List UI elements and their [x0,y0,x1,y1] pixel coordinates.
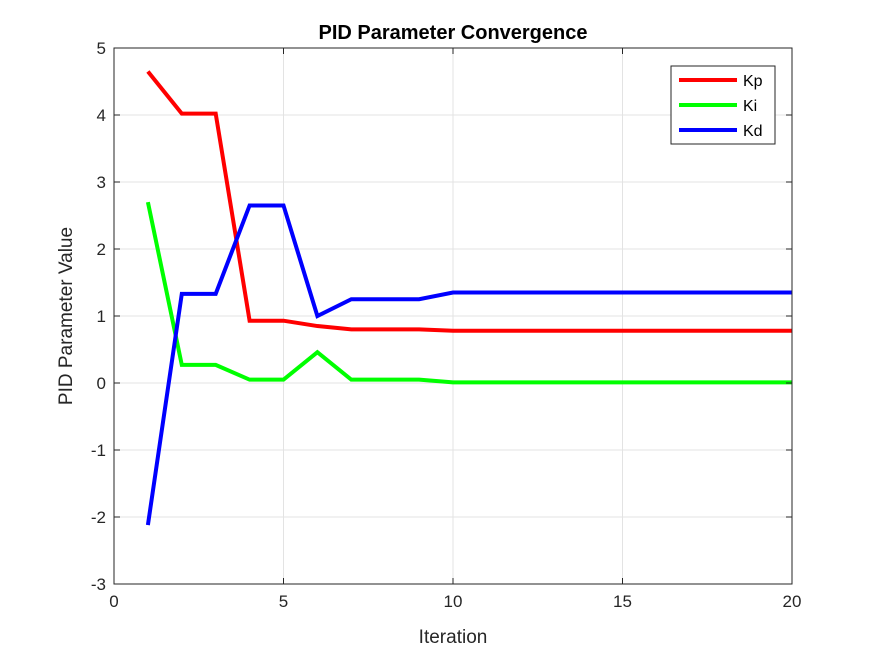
chart-title: PID Parameter Convergence [318,22,587,44]
y-tick-label: -1 [91,441,106,460]
series-line-kd [145,203,792,526]
x-tick-label: 0 [109,592,118,611]
x-tick-label: 10 [444,592,463,611]
x-tick-label: 5 [279,592,288,611]
x-tick-label: 20 [783,592,802,611]
y-tick-label: 4 [97,106,106,125]
y-tick-label: 5 [97,39,106,58]
legend-label-kd: Kd [743,123,763,140]
y-tick-label: 3 [97,173,106,192]
series-line-kp [146,70,792,333]
axes: 0 5 10 15 20 -3 -2 -1 0 1 2 3 4 5 [91,39,802,611]
x-tick-label: 15 [613,592,632,611]
series-layer [145,70,792,526]
series-line-ki [145,201,792,385]
y-tick-label: 1 [97,307,106,326]
y-tick-label: 2 [97,240,106,259]
y-tick-label: -2 [91,508,106,527]
y-tick-label: -3 [91,575,106,594]
legend: Kp Ki Kd [670,65,776,145]
y-tick-label: 0 [97,374,106,393]
legend-label-kp: Kp [743,73,763,90]
x-axis-label: Iteration [419,627,488,648]
y-axis-label: PID Parameter Value [56,227,77,405]
legend-label-ki: Ki [743,98,757,115]
